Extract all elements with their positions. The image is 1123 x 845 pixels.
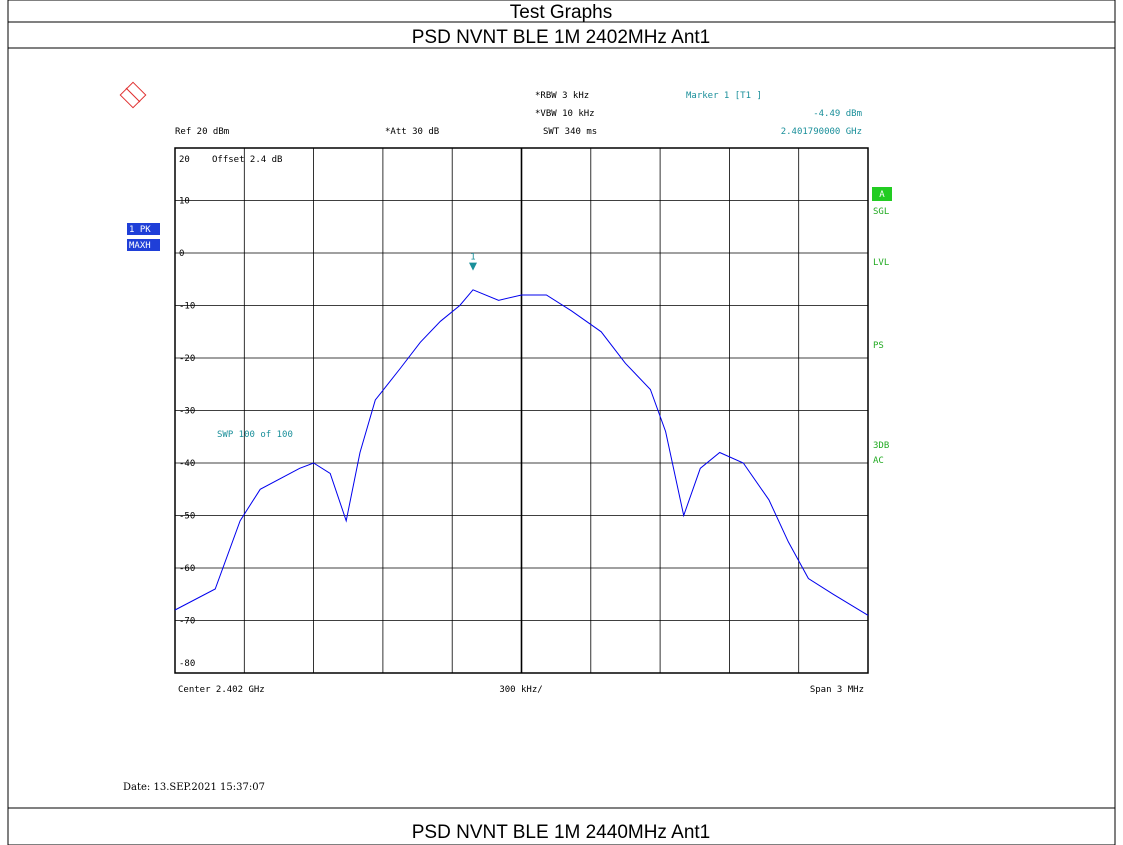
status-box xyxy=(872,187,892,201)
trace xyxy=(174,289,869,616)
y-tick-label: -10 xyxy=(179,302,195,312)
y-tick-label: 10 xyxy=(179,197,190,207)
page-border xyxy=(7,0,1116,845)
rs-logo xyxy=(119,81,147,109)
ref-level: Ref 20 dBm xyxy=(175,127,229,137)
sweep-count: SWP 100 of 100 xyxy=(217,430,293,440)
y-tick-label: -60 xyxy=(179,564,195,574)
date: Date: 13.SEP.2021 15:37:07 xyxy=(123,782,265,793)
y-tick-label: -50 xyxy=(179,512,195,522)
y-tick-label: 20 xyxy=(179,155,190,165)
y-tick-label: -80 xyxy=(179,659,195,669)
y-tick-label: -70 xyxy=(179,617,195,627)
trace-label-box xyxy=(127,239,160,251)
per-division: 300 kHz/ xyxy=(499,685,542,695)
marker-value: -4.49 dBm xyxy=(813,109,862,119)
status-label: LVL xyxy=(873,258,889,268)
marker xyxy=(468,262,477,271)
attenuation: *Att 30 dB xyxy=(385,127,439,137)
status-label: 3DB xyxy=(873,441,889,451)
offset: Offset 2.4 dB xyxy=(212,155,282,165)
span: Span 3 MHz xyxy=(810,685,864,695)
vbw: *VBW 10 kHz xyxy=(535,109,595,119)
trace-label-box xyxy=(127,223,160,235)
status-label: PS xyxy=(873,341,884,351)
sweep-time: SWT 340 ms xyxy=(543,127,597,137)
status-label: AC xyxy=(873,456,884,466)
marker-label: 1 xyxy=(470,253,475,263)
y-tick-label: -20 xyxy=(179,354,195,364)
page-title: Test Graphs xyxy=(510,2,612,23)
trace-label: 1 PK xyxy=(129,225,151,235)
rbw: *RBW 3 kHz xyxy=(535,91,589,101)
section-title: PSD NVNT BLE 1M 2440MHz Ant1 xyxy=(412,822,711,843)
center-frequency: Center 2.402 GHz xyxy=(178,685,265,695)
marker-frequency: 2.401790000 GHz xyxy=(781,127,862,137)
trace-label: MAXH xyxy=(129,241,151,251)
y-tick-label: -40 xyxy=(179,459,195,469)
section-title: PSD NVNT BLE 1M 2402MHz Ant1 xyxy=(412,27,711,48)
y-tick-label: 0 xyxy=(179,249,184,259)
status-label: A xyxy=(879,190,885,200)
status-label: SGL xyxy=(873,207,889,217)
y-tick-label: -30 xyxy=(179,407,195,417)
marker-name: Marker 1 [T1 ] xyxy=(686,91,762,101)
